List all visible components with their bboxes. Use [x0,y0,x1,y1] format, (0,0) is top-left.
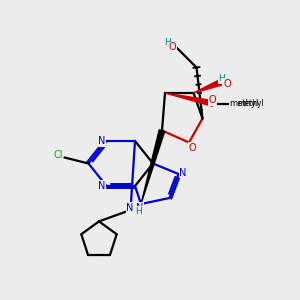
Text: H: H [164,38,170,47]
Text: O: O [188,143,196,153]
Text: O: O [223,79,231,89]
Text: N: N [126,202,134,213]
Polygon shape [165,93,214,106]
Text: N: N [98,136,106,146]
Text: H: H [219,74,225,83]
Text: H: H [136,207,142,216]
Text: O: O [169,42,176,52]
Text: Cl: Cl [53,150,63,160]
Text: N: N [136,202,143,213]
Text: methyl: methyl [237,99,264,108]
Text: N: N [179,167,187,178]
Polygon shape [141,130,165,204]
Text: O: O [208,95,216,105]
Polygon shape [194,80,221,93]
Text: methyl: methyl [229,99,259,108]
Text: N: N [98,181,106,191]
